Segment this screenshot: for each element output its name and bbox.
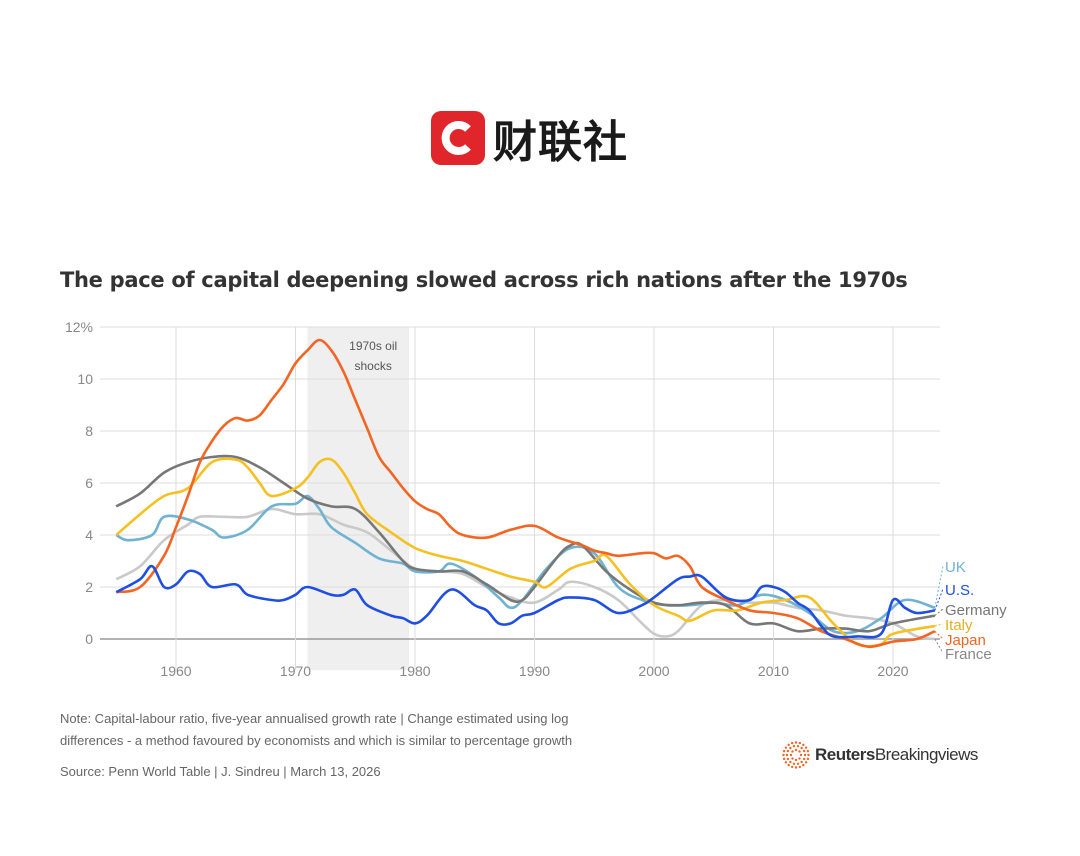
reuters-dot xyxy=(787,743,790,747)
reuters-dot xyxy=(792,745,796,748)
series-lines xyxy=(115,338,936,649)
legend-label: UK xyxy=(945,559,966,576)
reuters-dot xyxy=(789,746,792,750)
axis-ticks: 12% 10 8 6 4 2 0 1960 1970 1980 1990 2000 2010 2020 xyxy=(65,319,909,679)
legend-label: France xyxy=(945,646,992,663)
x-tick-label: 2020 xyxy=(877,663,908,679)
x-tick-label: 1990 xyxy=(519,663,550,679)
reuters-dot xyxy=(784,746,788,749)
legend-label: Italy xyxy=(945,617,973,634)
series-line-france xyxy=(115,507,936,641)
reuters-dot xyxy=(790,741,794,745)
series-line-italy xyxy=(115,457,936,648)
reuters-dot xyxy=(789,753,793,757)
reuters-dot xyxy=(799,753,803,757)
legend-connector xyxy=(934,638,944,654)
chart-title: The pace of capital deepening slowed acr… xyxy=(60,268,908,292)
reuters-dot xyxy=(786,749,790,753)
note-line-1: Note: Capital-labour ratio, five-year an… xyxy=(60,711,569,726)
reuters-dot xyxy=(787,763,790,767)
x-tick-label: 1960 xyxy=(160,663,191,679)
grid xyxy=(100,326,940,671)
y-tick-label: 0 xyxy=(85,631,93,647)
reuters-dot xyxy=(794,741,798,744)
y-tick-label: 2 xyxy=(85,579,93,595)
reuters-dot xyxy=(800,760,803,764)
cls-logo: 财联社 xyxy=(431,106,628,170)
y-tick-label: 10 xyxy=(77,371,93,387)
x-tick-label: 2000 xyxy=(638,663,669,679)
y-tick-label: 12% xyxy=(65,319,93,335)
reuters-dot xyxy=(798,765,802,769)
x-tick-label: 1980 xyxy=(399,663,430,679)
reuters-dot xyxy=(803,753,807,757)
reuters-dot xyxy=(791,757,794,760)
reuters-dot xyxy=(782,753,785,757)
reuters-dot xyxy=(794,766,798,769)
reuters-dot xyxy=(806,749,810,753)
y-tick-label: 4 xyxy=(85,527,93,543)
reuters-dot xyxy=(794,748,798,752)
y-tick-label: 6 xyxy=(85,475,93,491)
legend-connector xyxy=(934,565,944,608)
logo-text: 财联社 xyxy=(493,117,628,168)
reuters-dot xyxy=(802,749,806,753)
reuters-dot xyxy=(782,757,786,761)
legend-connector xyxy=(934,630,944,640)
source-line: Source: Penn World Table | J. Sindreu | … xyxy=(60,764,381,779)
legend-label: Germany xyxy=(945,602,1007,619)
logo-mark-icon xyxy=(431,111,485,165)
annotation-label: shocks xyxy=(354,359,391,373)
reuters-dot xyxy=(794,758,798,762)
reuters-dot xyxy=(806,757,810,761)
legend-connector xyxy=(934,608,944,616)
reuters-dot xyxy=(804,761,808,764)
reuters-dot xyxy=(785,753,789,757)
series-line-uk xyxy=(115,494,936,635)
annotation-label: 1970s oil xyxy=(349,339,397,353)
reuters-dot xyxy=(792,762,796,765)
series-line-japan xyxy=(115,338,936,649)
reuters-dot xyxy=(796,762,800,765)
reuters-dot xyxy=(786,757,790,761)
reuters-dot xyxy=(784,761,788,764)
reuters-dot xyxy=(798,750,801,753)
note-line-2: differences - a method favoured by econo… xyxy=(60,733,573,748)
reuters-dot xyxy=(798,741,802,745)
x-tick-label: 2010 xyxy=(758,663,789,679)
reuters-dot xyxy=(800,746,803,750)
y-tick-label: 8 xyxy=(85,423,93,439)
reuters-breakingviews-logo: ReutersBreakingviews xyxy=(782,741,978,769)
reuters-dot xyxy=(802,763,805,767)
reuters-dot xyxy=(802,743,805,747)
legend-label: U.S. xyxy=(945,582,974,599)
reuters-dot xyxy=(807,753,810,757)
series-line-us xyxy=(115,564,936,639)
reuters-dot xyxy=(790,765,794,769)
reuters-dot xyxy=(782,749,786,753)
brand-bold: Reuters xyxy=(815,745,875,764)
brand-rest: Breakingviews xyxy=(874,745,979,764)
legend-connector xyxy=(934,623,944,627)
reuters-dot xyxy=(789,760,792,764)
series-line-germany xyxy=(115,454,936,633)
reuters-dot xyxy=(802,757,806,761)
legend-label: Japan xyxy=(945,632,986,649)
reuters-dot xyxy=(796,745,800,748)
reuters-dot xyxy=(791,750,794,753)
reuters-dot xyxy=(804,746,808,749)
x-tick-label: 1970 xyxy=(280,663,311,679)
reuters-dots-icon xyxy=(782,741,810,769)
reuters-dot xyxy=(798,757,801,760)
